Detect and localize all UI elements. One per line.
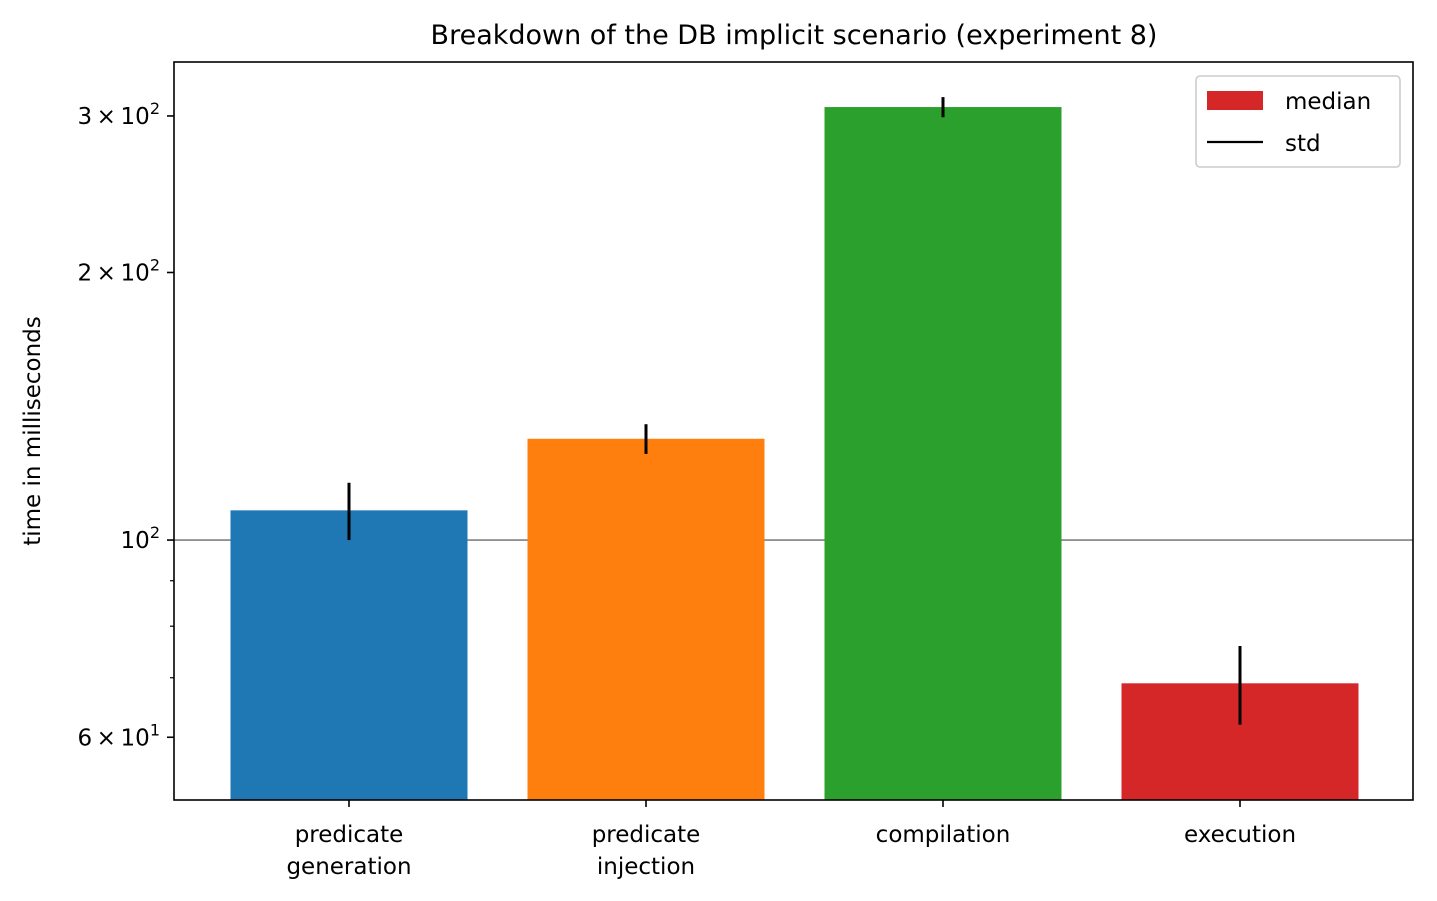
x-tick-label-3-0: execution — [1184, 822, 1296, 848]
legend-median-label: median — [1285, 89, 1371, 115]
x-tick-label-0-0: predicate — [295, 822, 404, 848]
legend: median std — [1195, 75, 1401, 168]
y-axis-label: time in milliseconds — [20, 316, 46, 546]
plot-frame — [173, 61, 1414, 801]
bar-0 — [230, 510, 468, 800]
x-tick-label-1-0: predicate — [592, 822, 701, 848]
legend-median-swatch — [1207, 91, 1263, 110]
chart-title: Breakdown of the DB implicit scenario (e… — [431, 20, 1158, 51]
y-tick-label-2: 2 × 102 — [77, 255, 160, 286]
bar-2 — [824, 107, 1062, 801]
x-tick-label-1-1: injection — [597, 854, 695, 880]
x-tick-label-0-1: generation — [286, 854, 411, 880]
x-tick-label-2-0: compilation — [876, 822, 1011, 848]
y-tick-label-1: 102 — [121, 523, 160, 554]
y-tick-label-3: 3 × 102 — [77, 99, 160, 130]
plot-area: predicate generation predicate injection com… — [77, 97, 1413, 880]
bar-1 — [527, 438, 765, 800]
y-tick-label-0: 6 × 101 — [77, 720, 160, 751]
legend-std-label: std — [1285, 131, 1321, 157]
